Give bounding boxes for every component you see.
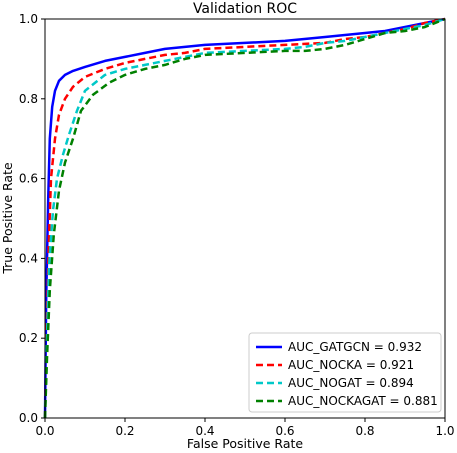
legend: AUC_GATGCN = 0.932 AUC_NOCKA = 0.921 AUC_N… (248, 332, 442, 413)
y-tick-label: 1.0 (19, 12, 38, 26)
legend-label-3: AUC_NOGAT = 0.894 (288, 376, 414, 390)
series-line-2 (43, 17, 446, 419)
legend-label-4: AUC_NOCKAGAT = 0.881 (288, 394, 438, 408)
plot-frame (44, 18, 446, 419)
chart-title: Validation ROC (193, 1, 297, 17)
legend-label-2: AUC_NOCKA = 0.921 (288, 358, 414, 372)
series-line-4 (43, 17, 446, 419)
x-axis: 0.0 0.2 0.4 0.6 0.8 1.0 (35, 418, 455, 438)
x-tick-label: 0.4 (195, 424, 214, 438)
y-tick-label: 0.2 (19, 331, 38, 345)
x-tick-label: 0.8 (355, 424, 374, 438)
y-axis-label: True Positive Rate (0, 162, 15, 275)
legend-box (248, 332, 442, 413)
y-tick-label: 0.4 (19, 251, 38, 265)
x-tick-label: 1.0 (435, 424, 454, 438)
series-line-1 (43, 17, 446, 419)
y-tick-label: 0.6 (19, 172, 38, 186)
x-axis-label: False Positive Rate (187, 436, 303, 451)
series-line-3 (43, 17, 446, 419)
x-tick-label: 0.0 (35, 424, 54, 438)
plot-area (43, 17, 446, 419)
y-tick-label: 0.8 (19, 92, 38, 106)
x-tick-label: 0.2 (115, 424, 134, 438)
y-tick-label: 0.0 (19, 411, 38, 425)
x-tick-label: 0.6 (275, 424, 294, 438)
y-axis: 0.0 0.2 0.4 0.6 0.8 1.0 (19, 12, 45, 425)
legend-label-1: AUC_GATGCN = 0.932 (288, 340, 422, 354)
